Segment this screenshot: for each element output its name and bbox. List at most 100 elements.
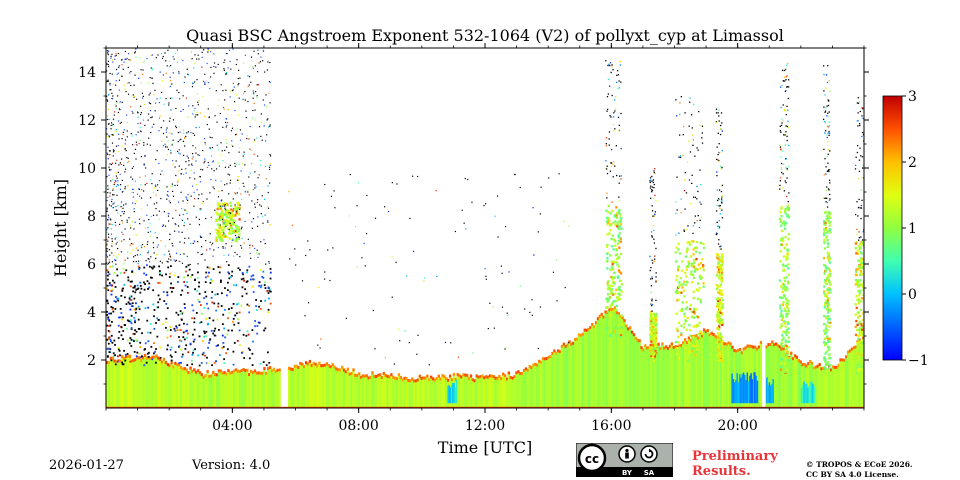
noise-pixel (131, 280, 133, 283)
noise-pixel (109, 324, 112, 327)
noise-pixel (201, 236, 203, 238)
noise-pixel (167, 215, 170, 217)
noise-pixel (176, 89, 178, 91)
plume-pixel (606, 245, 609, 248)
plume-pixel (828, 261, 832, 264)
noise-pixel (861, 108, 864, 110)
noise-pixel (247, 189, 249, 191)
plume-pixel (716, 299, 720, 303)
noise-pixel (233, 86, 235, 88)
noise-pixel (265, 364, 268, 367)
boundary-layer-edge (115, 360, 118, 364)
x-tick-label: 08:00 (338, 418, 378, 434)
boundary-layer-column (276, 370, 279, 408)
plume-pixel (827, 254, 830, 258)
plume-pixel (825, 330, 828, 333)
noise-pixel (653, 238, 655, 240)
plume-pixel (695, 246, 698, 250)
boundary-layer-edge (822, 366, 825, 370)
plume-pixel (827, 315, 830, 318)
noise-pixel (196, 271, 199, 274)
noise-pixel (854, 164, 857, 166)
plume-pixel (782, 320, 785, 323)
noise-pixel (218, 98, 220, 101)
noise-pixel (212, 268, 215, 270)
noise-pixel (117, 205, 119, 207)
noise-pixel (109, 284, 111, 287)
boundary-layer-column (320, 365, 323, 408)
plume-pixel (827, 302, 831, 306)
plume-pixel (859, 340, 862, 343)
noise-pixel (155, 57, 157, 59)
plume-pixel (825, 307, 829, 311)
boundary-layer-edge (591, 322, 594, 326)
noise-pixel (229, 60, 231, 63)
boundary-layer-column (822, 368, 825, 408)
noise-pixel (122, 330, 125, 332)
noise-pixel (786, 139, 788, 142)
noise-pixel (120, 272, 122, 275)
noise-pixel (195, 126, 197, 129)
boundary-layer-edge (151, 355, 154, 359)
plume-pixel (856, 323, 859, 327)
plume-pixel (228, 215, 232, 218)
plume-pixel (828, 325, 831, 328)
noise-pixel (497, 236, 499, 238)
noise-pixel (265, 106, 267, 108)
noise-pixel (262, 215, 264, 217)
plume-pixel (702, 242, 705, 246)
boundary-layer-column (170, 362, 173, 408)
noise-pixel (701, 132, 703, 134)
boundary-layer-edge (545, 357, 548, 361)
noise-pixel (154, 232, 156, 234)
noise-pixel (195, 184, 198, 186)
plume-pixel (786, 282, 790, 285)
noise-pixel (685, 192, 688, 194)
noise-pixel (117, 111, 119, 114)
noise-pixel (106, 300, 109, 302)
noise-pixel (172, 164, 174, 166)
plume-pixel (720, 359, 723, 362)
noise-pixel (857, 97, 860, 99)
plume-pixel (824, 358, 827, 361)
noise-pixel (514, 173, 516, 176)
boundary-layer-column (456, 374, 459, 408)
noise-pixel (128, 59, 130, 61)
noise-pixel (267, 297, 270, 300)
noise-pixel (205, 335, 208, 338)
noise-pixel (223, 358, 226, 361)
noise-pixel (192, 156, 194, 158)
boundary-layer-edge (557, 349, 560, 353)
noise-pixel (115, 172, 117, 174)
noise-pixel (116, 73, 118, 75)
boundary-layer-column (354, 375, 357, 408)
plume-pixel (785, 264, 788, 268)
low-value-patch (750, 373, 752, 404)
noise-pixel (262, 276, 265, 279)
plume-pixel (227, 227, 230, 230)
plume-pixel (695, 340, 698, 343)
plume-pixel (782, 345, 786, 348)
noise-pixel (158, 270, 161, 272)
boundary-layer-column (174, 363, 177, 408)
plume-pixel (611, 322, 614, 325)
boundary-layer-edge (503, 374, 507, 378)
plume-pixel (695, 250, 698, 253)
preliminary-notice: Preliminary Results. (692, 449, 778, 479)
noise-pixel (239, 256, 241, 258)
noise-pixel (126, 327, 128, 330)
noise-pixel (131, 167, 133, 169)
noise-pixel (691, 182, 693, 185)
noise-pixel (135, 302, 137, 305)
boundary-layer-column (611, 309, 615, 408)
boundary-layer-edge (428, 378, 431, 382)
noise-pixel (157, 294, 160, 297)
noise-pixel (612, 163, 614, 165)
plume-pixel (607, 204, 610, 208)
noise-pixel (214, 209, 216, 211)
noise-pixel (537, 231, 539, 233)
low-value-patch (807, 387, 809, 404)
noise-pixel (206, 266, 209, 269)
noise-pixel (149, 103, 152, 105)
noise-pixel (191, 185, 194, 187)
